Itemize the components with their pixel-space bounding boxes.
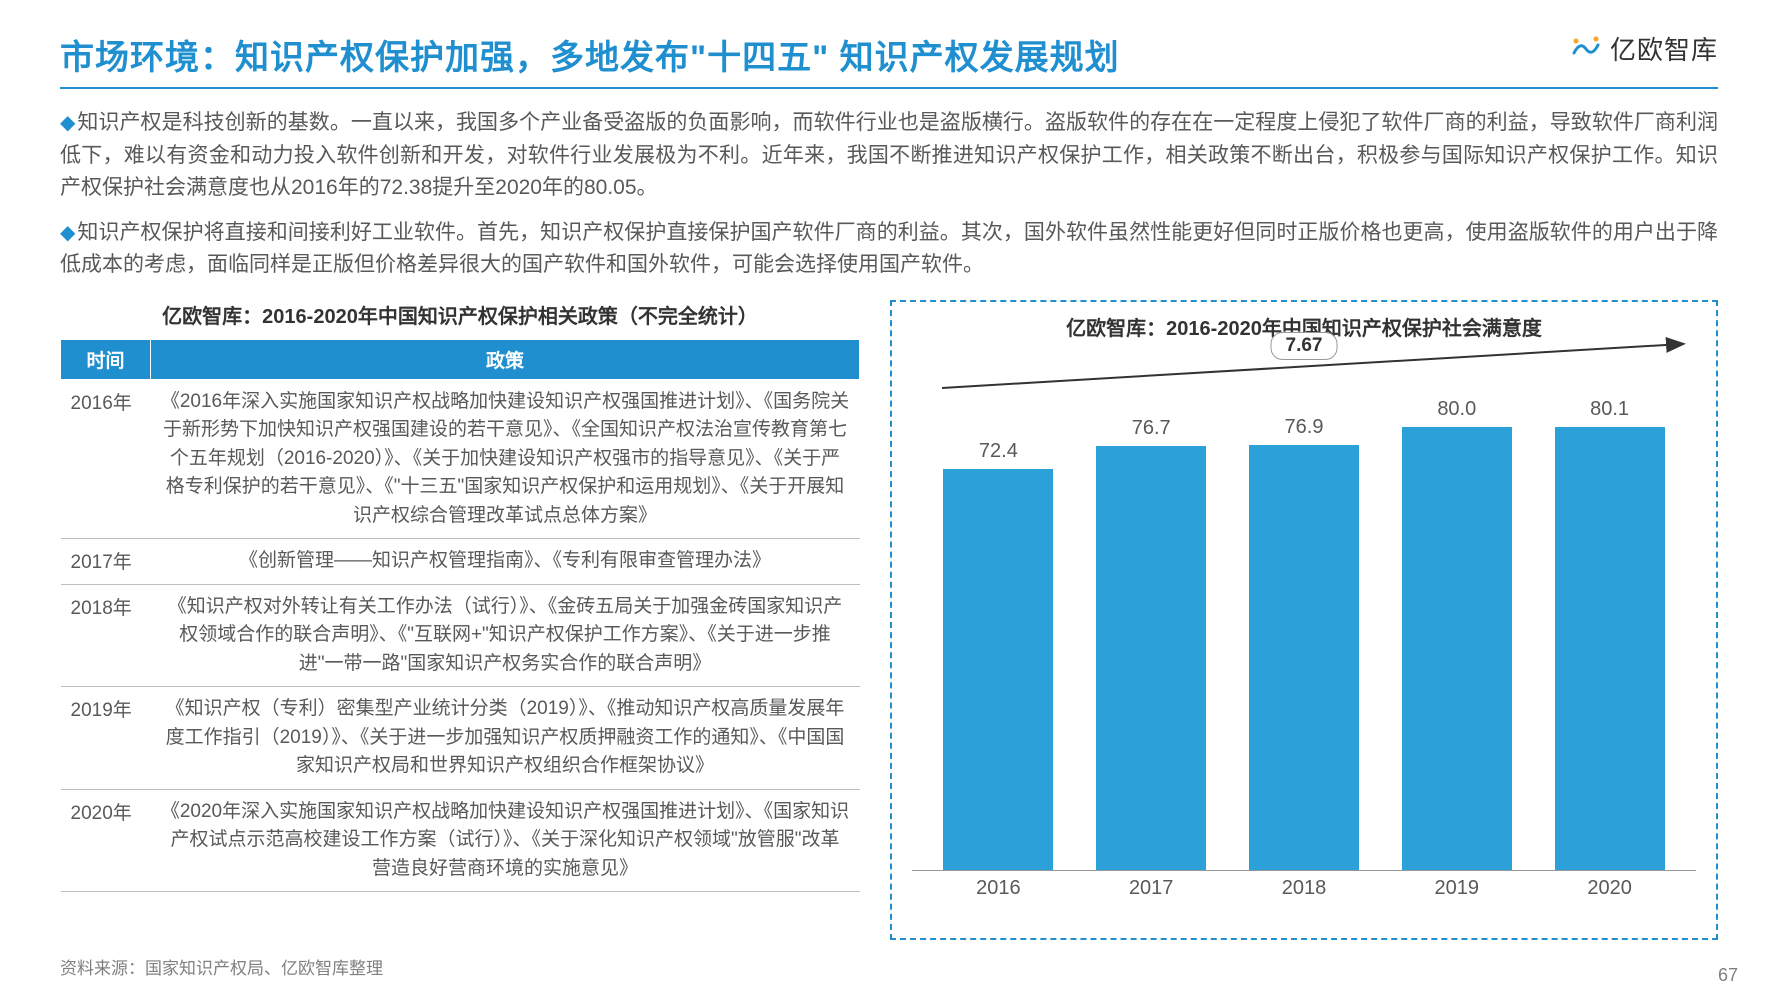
chart-container: 亿欧智库：2016-2020年中国知识产权保护社会满意度 7.67 72.476… — [890, 300, 1718, 940]
bar-value-label: 80.1 — [1590, 398, 1629, 421]
bar-group: 80.1 — [1533, 391, 1686, 870]
paragraph-1-text: 知识产权是科技创新的基数。一直以来，我国多个产业备受盗版的负面影响，而软件行业也… — [60, 111, 1718, 199]
table-title: 亿欧智库：2016-2020年中国知识产权保护相关政策（不完全统计） — [60, 300, 860, 329]
bar-group: 76.7 — [1075, 391, 1228, 870]
logo-icon — [1568, 31, 1604, 67]
table-row: 2016年《2016年深入实施国家知识产权战略加快建设知识产权强国推进计划》、《… — [61, 379, 860, 539]
policy-table-section: 亿欧智库：2016-2020年中国知识产权保护相关政策（不完全统计） 时间 政策… — [60, 300, 860, 940]
chart-bar — [943, 469, 1053, 869]
page-title: 市场环境：知识产权保护加强，多地发布"十四五" 知识产权发展规划 — [60, 30, 1120, 79]
slide-header: 市场环境：知识产权保护加强，多地发布"十四五" 知识产权发展规划 亿欧智库 — [60, 30, 1718, 79]
bar-value-label: 76.9 — [1285, 416, 1324, 439]
table-cell-policy: 《2020年深入实施国家知识产权战略加快建设知识产权强国推进计划》、《国家知识产… — [151, 789, 860, 892]
table-cell-year: 2018年 — [61, 584, 151, 687]
table-row: 2018年《知识产权对外转让有关工作办法（试行）》、《金砖五局关于加强金砖国家知… — [61, 584, 860, 687]
x-axis-label: 2016 — [922, 877, 1075, 900]
bar-group: 80.0 — [1380, 391, 1533, 870]
chart-bar — [1249, 445, 1359, 870]
table-cell-policy: 《2016年深入实施国家知识产权战略加快建设知识产权强国推进计划》、《国务院关于… — [151, 379, 860, 539]
paragraph-2-text: 知识产权保护将直接和间接利好工业软件。首先，知识产权保护直接保护国产软件厂商的利… — [60, 221, 1718, 277]
chart-bar — [1402, 427, 1512, 869]
brand-logo: 亿欧智库 — [1568, 30, 1718, 67]
chart-bar — [1096, 446, 1206, 870]
logo-text: 亿欧智库 — [1610, 30, 1718, 67]
source-note: 资料来源：国家知识产权局、亿欧智库整理 — [60, 954, 1718, 979]
page-number: 67 — [1718, 965, 1738, 986]
table-header-time: 时间 — [61, 339, 151, 379]
bar-value-label: 80.0 — [1437, 398, 1476, 421]
table-cell-year: 2016年 — [61, 379, 151, 539]
policy-table: 时间 政策 2016年《2016年深入实施国家知识产权战略加快建设知识产权强国推… — [60, 339, 860, 893]
bar-value-label: 72.4 — [979, 440, 1018, 463]
paragraph-1: ◆知识产权是科技创新的基数。一直以来，我国多个产业备受盗版的负面影响，而软件行业… — [60, 107, 1718, 205]
table-cell-year: 2020年 — [61, 789, 151, 892]
table-row: 2020年《2020年深入实施国家知识产权战略加快建设知识产权强国推进计划》、《… — [61, 789, 860, 892]
bar-group: 72.4 — [922, 391, 1075, 870]
trend-value-badge: 7.67 — [1271, 332, 1338, 360]
x-axis-label: 2018 — [1228, 877, 1381, 900]
bar-value-label: 76.7 — [1132, 417, 1171, 440]
table-cell-year: 2019年 — [61, 687, 151, 790]
title-divider — [60, 87, 1718, 89]
table-cell-policy: 《知识产权对外转让有关工作办法（试行）》、《金砖五局关于加强金砖国家知识产权领域… — [151, 584, 860, 687]
table-header-policy: 政策 — [151, 339, 860, 379]
x-axis-label: 2017 — [1075, 877, 1228, 900]
table-cell-policy: 《创新管理——知识产权管理指南》、《专利有限审查管理办法》 — [151, 539, 860, 585]
chart-bar — [1555, 427, 1665, 870]
bar-group: 76.9 — [1228, 391, 1381, 870]
chart-section: 亿欧智库：2016-2020年中国知识产权保护社会满意度 7.67 72.476… — [890, 300, 1718, 940]
x-axis-label: 2020 — [1533, 877, 1686, 900]
table-row: 2019年《知识产权（专利）密集型产业统计分类（2019）》、《推动知识产权高质… — [61, 687, 860, 790]
table-row: 2017年《创新管理——知识产权管理指南》、《专利有限审查管理办法》 — [61, 539, 860, 585]
x-axis-label: 2019 — [1380, 877, 1533, 900]
table-cell-year: 2017年 — [61, 539, 151, 585]
paragraph-2: ◆知识产权保护将直接和间接利好工业软件。首先，知识产权保护直接保护国产软件厂商的… — [60, 217, 1718, 282]
table-cell-policy: 《知识产权（专利）密集型产业统计分类（2019）》、《推动知识产权高质量发展年度… — [151, 687, 860, 790]
